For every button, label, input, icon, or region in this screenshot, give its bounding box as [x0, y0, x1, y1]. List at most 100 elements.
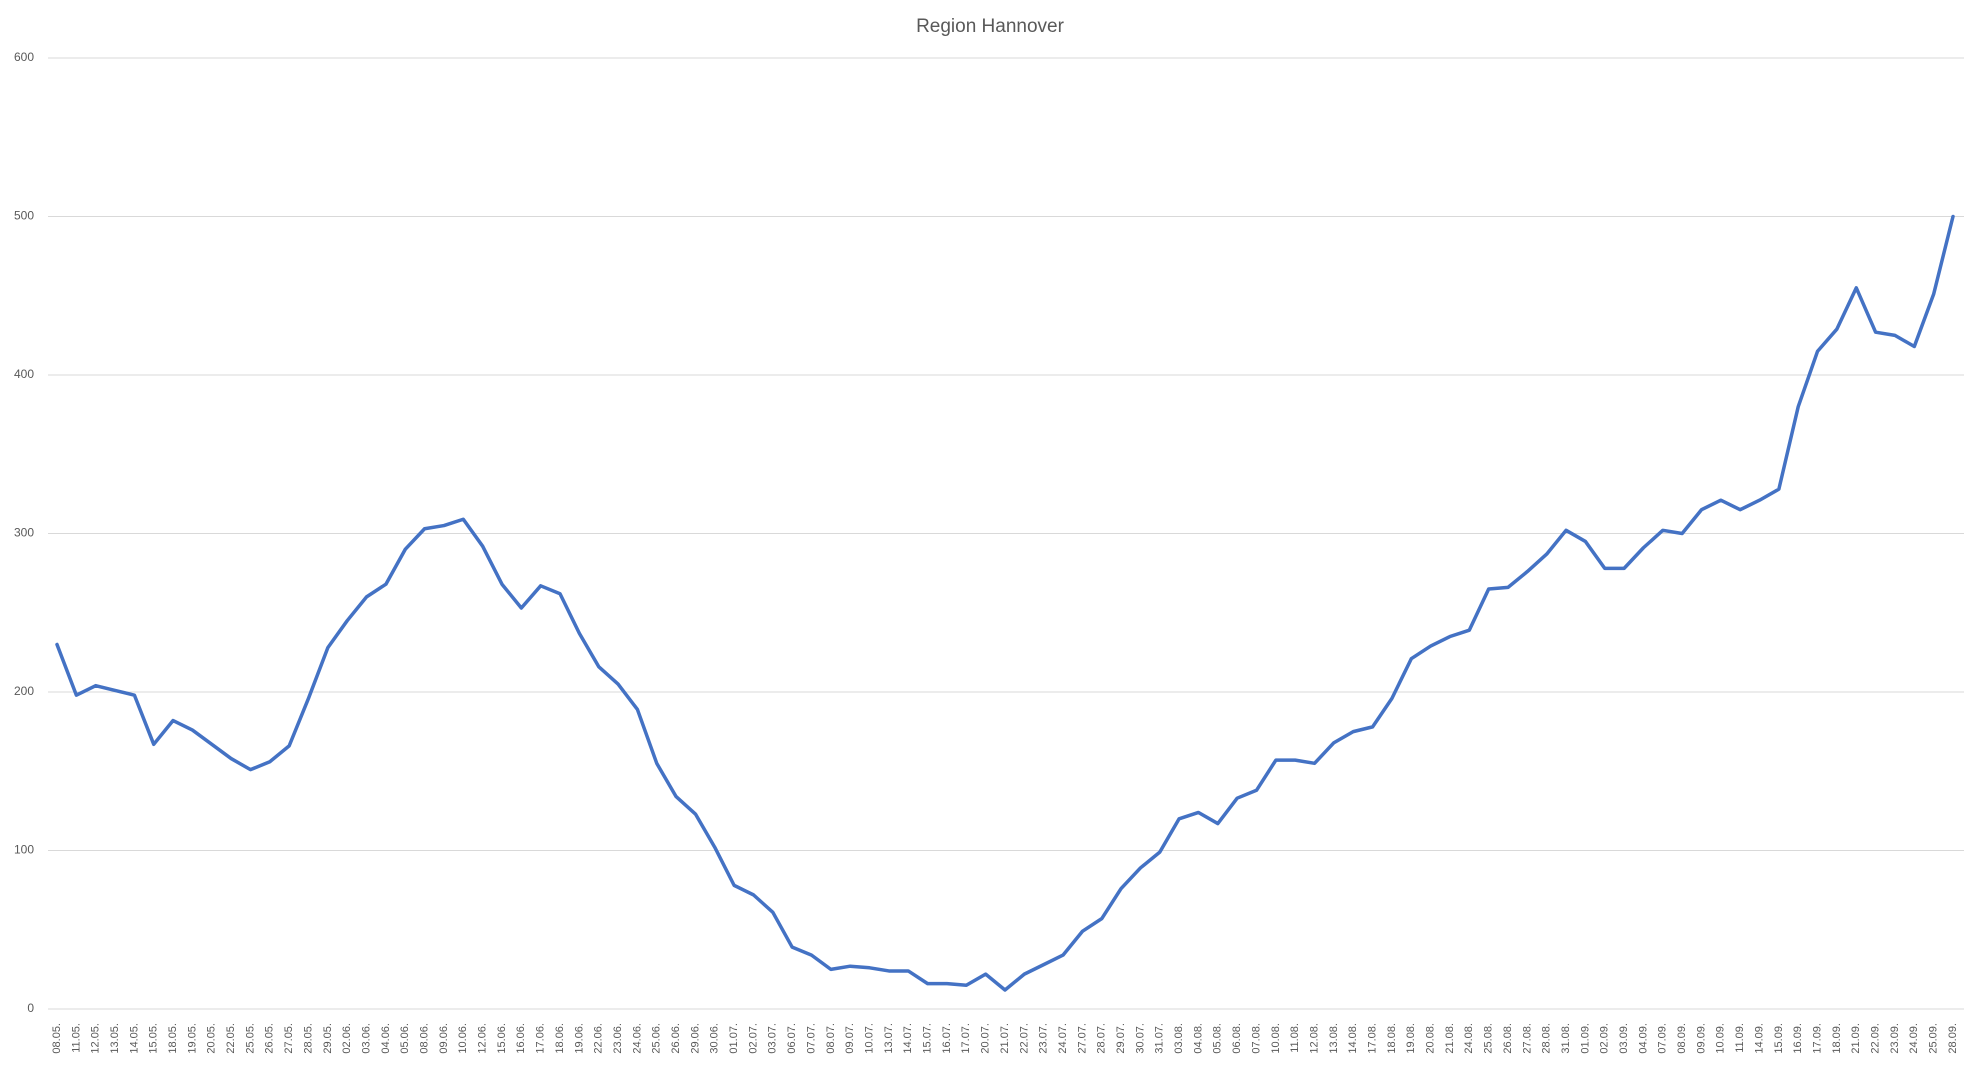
x-tick-label: 04.06.	[380, 1023, 392, 1054]
x-tick-label: 21.07.	[999, 1023, 1011, 1054]
x-tick-label: 28.08.	[1541, 1023, 1553, 1054]
x-tick-label: 25.06.	[651, 1023, 663, 1054]
y-tick-label: 400	[14, 367, 34, 381]
x-tick-label: 29.06.	[689, 1023, 701, 1054]
x-tick-label: 24.06.	[631, 1023, 643, 1054]
y-tick-label: 100	[14, 843, 34, 857]
x-tick-label: 29.05.	[322, 1023, 334, 1054]
x-tick-label: 21.09.	[1850, 1023, 1862, 1054]
x-tick-label: 22.06.	[593, 1023, 605, 1054]
x-tick-label: 04.08.	[1192, 1023, 1204, 1054]
x-tick-label: 30.06.	[709, 1023, 721, 1054]
x-tick-label: 27.05.	[283, 1023, 295, 1054]
x-tick-label: 14.05.	[128, 1023, 140, 1054]
x-tick-label: 09.09.	[1695, 1023, 1707, 1054]
x-tick-label: 08.09.	[1676, 1023, 1688, 1054]
x-tick-label: 03.08.	[1173, 1023, 1185, 1054]
x-tick-label: 15.06.	[496, 1023, 508, 1054]
x-tick-label: 29.07.	[1115, 1023, 1127, 1054]
x-tick-label: 10.08.	[1270, 1023, 1282, 1054]
x-tick-label: 18.09.	[1831, 1023, 1843, 1054]
x-tick-label: 11.08.	[1289, 1023, 1301, 1053]
x-tick-label: 23.06.	[612, 1023, 624, 1054]
x-tick-label: 01.09.	[1579, 1023, 1591, 1054]
x-tick-label: 04.09.	[1637, 1023, 1649, 1054]
y-tick-label: 600	[14, 50, 34, 64]
y-tick-label: 300	[14, 526, 34, 540]
x-tick-label: 25.09.	[1928, 1023, 1940, 1054]
x-tick-label: 26.05.	[264, 1023, 276, 1054]
x-tick-label: 10.07.	[863, 1023, 875, 1054]
x-tick-label: 07.09.	[1657, 1023, 1669, 1054]
x-tick-label: 17.09.	[1811, 1023, 1823, 1054]
x-tick-label: 23.07.	[1038, 1023, 1050, 1054]
x-tick-label: 20.08.	[1425, 1023, 1437, 1054]
x-tick-label: 28.07.	[1096, 1023, 1108, 1054]
x-tick-label: 15.09.	[1773, 1023, 1785, 1054]
x-tick-label: 02.06.	[341, 1023, 353, 1054]
x-tick-label: 26.06.	[670, 1023, 682, 1054]
x-tick-label: 31.08.	[1560, 1023, 1572, 1054]
x-tick-label: 25.05.	[244, 1023, 256, 1054]
x-tick-label: 22.07.	[1018, 1023, 1030, 1054]
y-tick-label: 0	[27, 1001, 34, 1015]
x-tick-label: 18.06.	[554, 1023, 566, 1054]
x-tick-label: 03.06.	[360, 1023, 372, 1054]
x-tick-label: 02.07.	[747, 1023, 759, 1054]
x-tick-label: 16.06.	[515, 1023, 527, 1054]
x-tick-label: 14.08.	[1347, 1023, 1359, 1054]
x-tick-label: 24.07.	[1057, 1023, 1069, 1054]
x-tick-label: 11.05.	[70, 1023, 82, 1053]
x-tick-label: 08.05.	[51, 1023, 63, 1054]
x-tick-label: 14.07.	[902, 1023, 914, 1054]
x-tick-label: 28.05.	[302, 1023, 314, 1054]
x-tick-label: 26.08.	[1502, 1023, 1514, 1054]
x-tick-label: 18.08.	[1386, 1023, 1398, 1054]
y-tick-label: 200	[14, 684, 34, 698]
x-tick-label: 27.08.	[1521, 1023, 1533, 1054]
x-tick-label: 23.09.	[1889, 1023, 1901, 1054]
x-tick-label: 03.07.	[767, 1023, 779, 1054]
x-tick-label: 30.07.	[1134, 1023, 1146, 1054]
x-tick-label: 21.08.	[1444, 1023, 1456, 1054]
x-tick-label: 08.07.	[825, 1023, 837, 1054]
x-tick-label: 16.09.	[1792, 1023, 1804, 1054]
x-tick-label: 13.05.	[109, 1023, 121, 1054]
data-line	[55, 214, 1955, 992]
x-tick-label: 07.07.	[805, 1023, 817, 1054]
x-tick-label: 06.08.	[1231, 1023, 1243, 1054]
x-tick-label: 01.07.	[728, 1023, 740, 1054]
x-tick-label: 24.08.	[1463, 1023, 1475, 1054]
x-tick-label: 10.06.	[457, 1023, 469, 1054]
x-tick-label: 12.06.	[477, 1023, 489, 1054]
x-tick-label: 28.09.	[1947, 1023, 1959, 1054]
x-tick-label: 09.07.	[844, 1023, 856, 1054]
y-tick-label: 500	[14, 209, 34, 223]
x-tick-label: 22.09.	[1870, 1023, 1882, 1054]
x-tick-label: 15.07.	[922, 1023, 934, 1054]
x-tick-label: 07.08.	[1250, 1023, 1262, 1054]
x-tick-label: 14.09.	[1753, 1023, 1765, 1054]
x-tick-label: 05.06.	[399, 1023, 411, 1054]
x-tick-label: 12.08.	[1308, 1023, 1320, 1054]
x-tick-label: 16.07.	[941, 1023, 953, 1054]
x-tick-label: 13.08.	[1328, 1023, 1340, 1054]
x-tick-label: 10.09.	[1715, 1023, 1727, 1054]
x-tick-label: 31.07.	[1154, 1023, 1166, 1054]
x-tick-label: 12.05.	[90, 1023, 102, 1054]
x-tick-label: 20.07.	[980, 1023, 992, 1054]
x-tick-label: 17.07.	[960, 1023, 972, 1054]
x-tick-label: 08.06.	[418, 1023, 430, 1054]
x-tick-label: 22.05.	[225, 1023, 237, 1054]
x-tick-label: 02.09.	[1599, 1023, 1611, 1054]
x-tick-label: 13.07.	[883, 1023, 895, 1054]
x-tick-label: 03.09.	[1618, 1023, 1630, 1054]
x-tick-label: 18.05.	[167, 1023, 179, 1054]
x-tick-label: 17.06.	[535, 1023, 547, 1054]
x-tick-label: 15.05.	[148, 1023, 160, 1054]
x-tick-label: 19.06.	[573, 1023, 585, 1054]
x-tick-label: 20.05.	[206, 1023, 218, 1054]
x-tick-label: 05.08.	[1212, 1023, 1224, 1054]
x-tick-label: 11.09.	[1734, 1023, 1746, 1053]
